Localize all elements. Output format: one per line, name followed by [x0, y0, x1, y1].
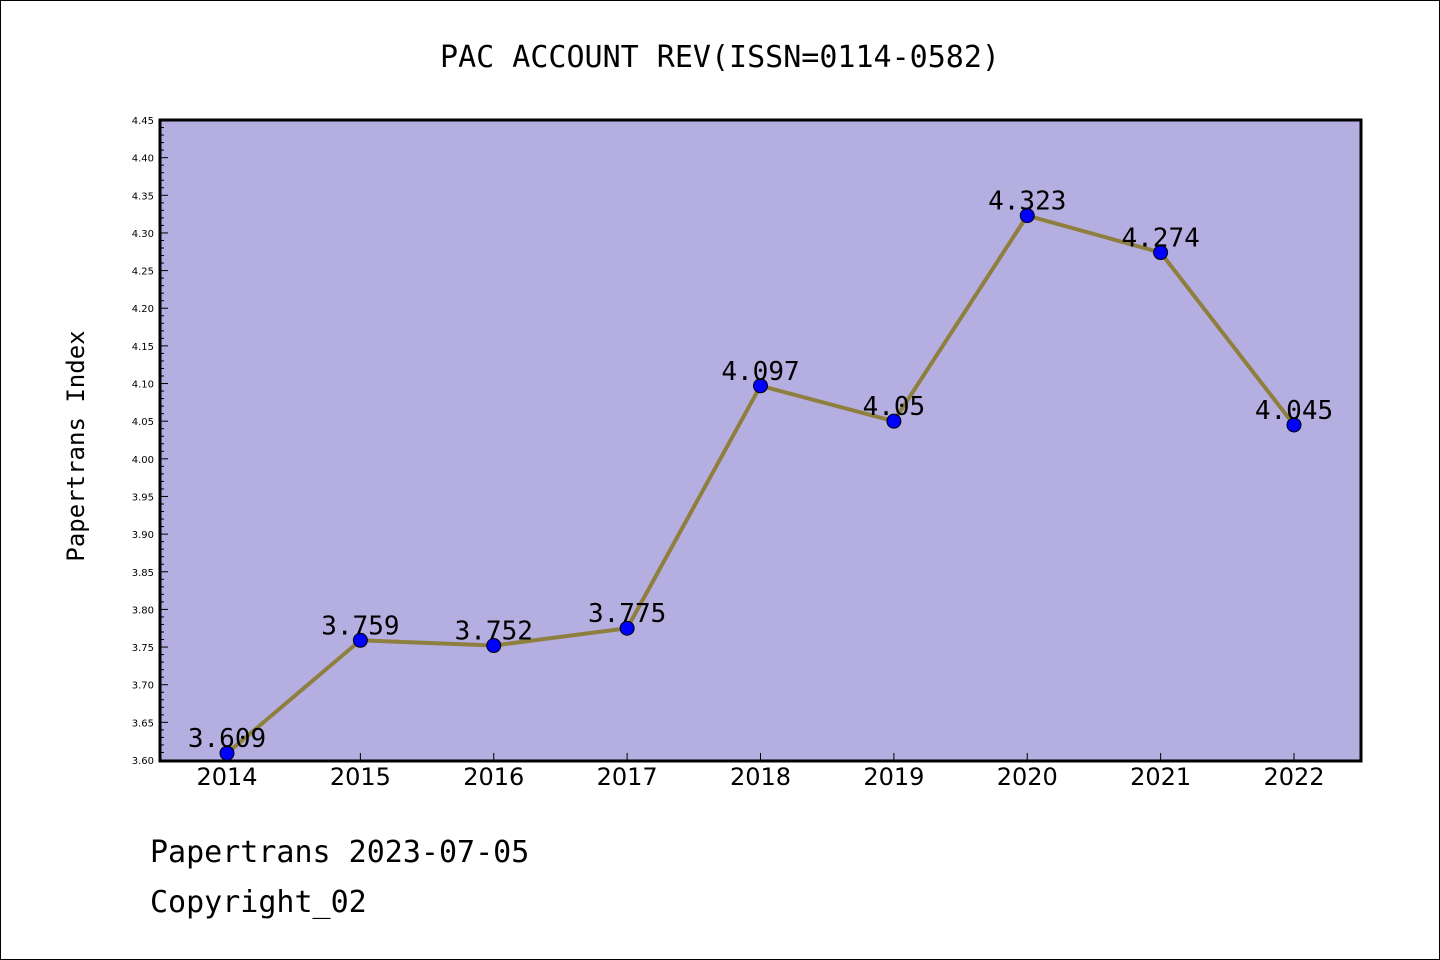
- y-tick-label: 3.95: [132, 492, 154, 503]
- data-label: 3.609: [188, 724, 266, 754]
- y-axis: 3.60 3.65 3.70 3.75 3.80 3.85 3.90 3.95 4.00 4.05…: [132, 116, 168, 767]
- y-tick-label: 4.00: [132, 455, 154, 466]
- y-tick-label: 3.80: [132, 605, 154, 616]
- y-tick-label: 4.35: [132, 191, 154, 202]
- y-axis-label: Papertrans Index: [62, 330, 90, 561]
- data-label: 3.752: [455, 617, 533, 647]
- footer-copyright: Copyright_02: [150, 885, 367, 920]
- x-tick-label: 2021: [1130, 763, 1191, 791]
- x-tick-label: 2019: [863, 763, 924, 791]
- data-label: 3.775: [588, 599, 666, 629]
- y-tick-label: 4.15: [132, 342, 154, 353]
- x-tick-label: 2014: [196, 763, 257, 791]
- footer-date: Papertrans 2023-07-05: [150, 835, 530, 870]
- y-tick-label: 4.40: [132, 154, 154, 165]
- y-tick-label: 4.05: [132, 417, 154, 428]
- data-markers: [219, 208, 1302, 761]
- y-tick-label: 4.25: [132, 267, 154, 278]
- data-label: 4.323: [988, 187, 1066, 217]
- y-tick-label: 3.60: [132, 756, 154, 767]
- y-tick-label: 3.65: [132, 718, 154, 729]
- y-tick-label: 4.10: [132, 380, 154, 391]
- y-tick-label: 4.20: [132, 304, 154, 315]
- x-tick-label: 2018: [730, 763, 791, 791]
- data-point: [219, 745, 235, 761]
- y-tick-label: 3.85: [132, 568, 154, 579]
- y-tick-label: 3.90: [132, 530, 154, 541]
- data-labels: 3.609 3.759 3.752 3.775 4.097 4.05 4.323 4.274 4…: [188, 187, 1333, 755]
- data-point: [486, 638, 502, 654]
- data-point: [1153, 245, 1169, 261]
- y-tick-label: 3.75: [132, 643, 154, 654]
- data-point: [352, 632, 368, 648]
- y-tick-label: 4.30: [132, 229, 154, 240]
- x-axis: 2014 2015 2016 2017 2018 2019 2020 2021 2022: [196, 753, 1325, 791]
- x-tick-label: 2020: [997, 763, 1058, 791]
- data-point: [619, 620, 635, 636]
- chart-title: PAC ACCOUNT REV(ISSN=0114-0582): [440, 40, 1000, 75]
- data-point: [753, 378, 768, 394]
- data-point: [1019, 208, 1035, 224]
- plot-area: [158, 118, 1363, 763]
- data-point: [1286, 417, 1302, 433]
- data-label: 4.05: [863, 392, 926, 422]
- x-tick-label: 2017: [597, 763, 658, 791]
- data-label: 3.759: [321, 611, 399, 641]
- x-tick-label: 2016: [463, 763, 524, 791]
- x-tick-label: 2015: [330, 763, 391, 791]
- y-tick-label: 4.45: [132, 116, 154, 127]
- y-tick-label: 3.70: [132, 681, 154, 692]
- data-point: [886, 413, 902, 429]
- x-tick-label: 2022: [1263, 763, 1324, 791]
- data-label: 4.274: [1121, 224, 1199, 254]
- data-label: 4.097: [721, 357, 799, 387]
- data-label: 4.045: [1255, 396, 1333, 426]
